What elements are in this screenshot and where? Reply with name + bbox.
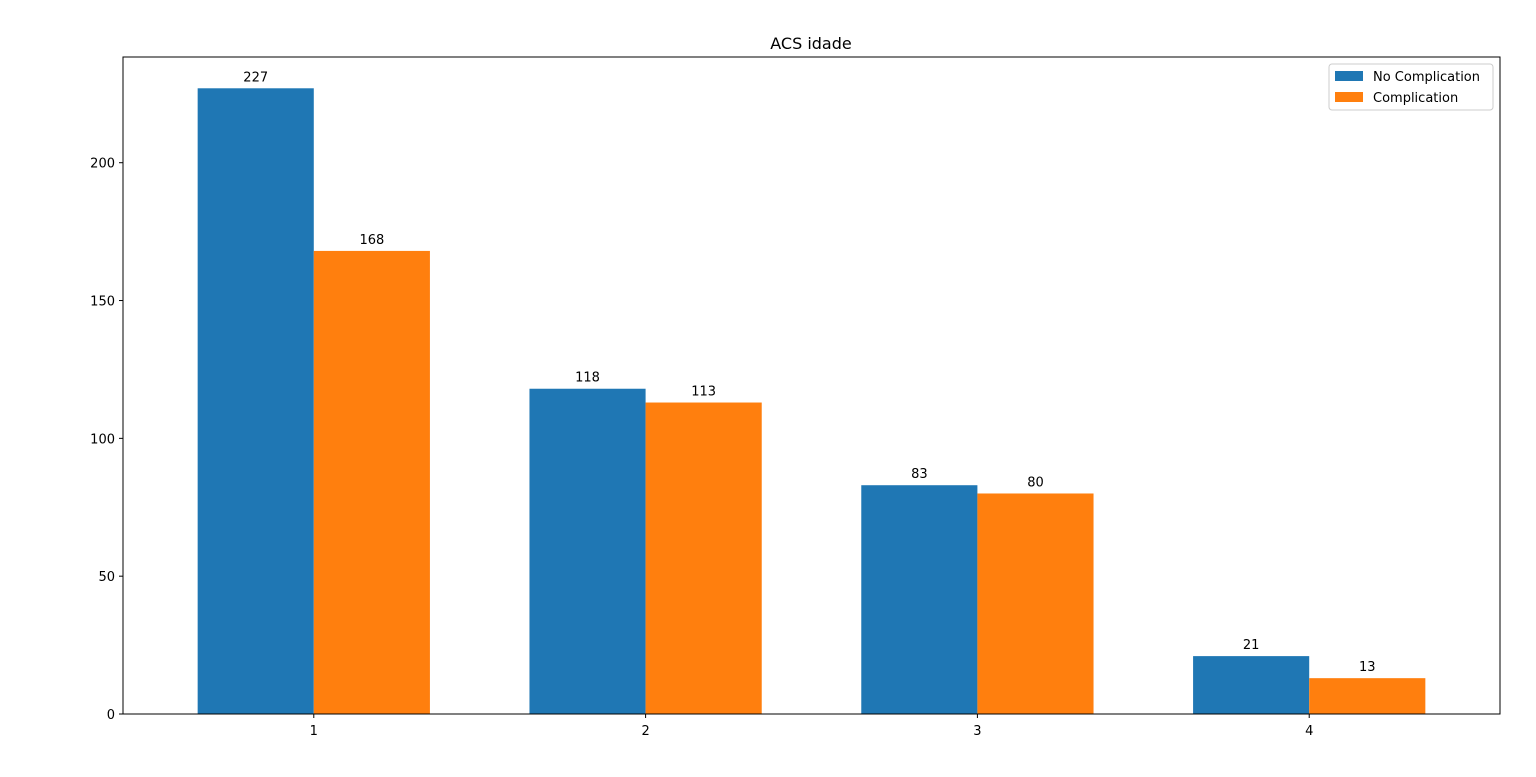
y-tick-label: 100 — [90, 432, 115, 447]
bar-value-label: 118 — [575, 371, 600, 386]
bar-value-label: 83 — [911, 467, 928, 482]
chart-title: ACS idade — [770, 34, 851, 53]
legend-swatch-complication — [1335, 92, 1363, 102]
legend: No Complication Complication — [1328, 63, 1494, 111]
bar-value-label: 21 — [1243, 638, 1260, 653]
x-tick-label: 1 — [310, 724, 318, 739]
legend-label-complication: Complication — [1373, 91, 1458, 106]
bar-value-label: 80 — [1027, 475, 1044, 490]
bar-complication-2 — [645, 402, 762, 714]
y-tick-label: 0 — [107, 708, 115, 723]
y-tick-label: 150 — [90, 295, 115, 310]
bar-value-label: 168 — [359, 233, 384, 248]
bar-complication-4 — [1309, 678, 1426, 714]
bar-no-complication-2 — [529, 388, 646, 714]
legend-label-no-complication: No Complication — [1373, 70, 1480, 85]
bar-no-complication-3 — [861, 485, 978, 714]
bar-no-complication-4 — [1193, 656, 1310, 714]
x-tick-label: 3 — [973, 724, 981, 739]
bar-complication-3 — [977, 493, 1094, 714]
y-tick-label: 50 — [98, 570, 115, 585]
x-tick-label: 4 — [1305, 724, 1313, 739]
bar-no-complication-1 — [197, 88, 314, 715]
x-tick-label: 2 — [641, 724, 649, 739]
legend-swatch-no-complication — [1335, 71, 1363, 81]
plot-frame — [122, 56, 1501, 715]
bar-value-label: 227 — [243, 70, 268, 85]
y-tick-label: 200 — [90, 157, 115, 172]
plot-area: 227 118 83 21 168 113 80 13 — [197, 70, 1426, 715]
axes: 0 50 100 150 200 1 2 3 4 — [90, 56, 1501, 739]
bar-complication-1 — [313, 250, 430, 714]
legend-box — [1328, 63, 1494, 111]
bar-value-label: 113 — [691, 385, 716, 400]
bar-value-label: 13 — [1359, 660, 1376, 675]
